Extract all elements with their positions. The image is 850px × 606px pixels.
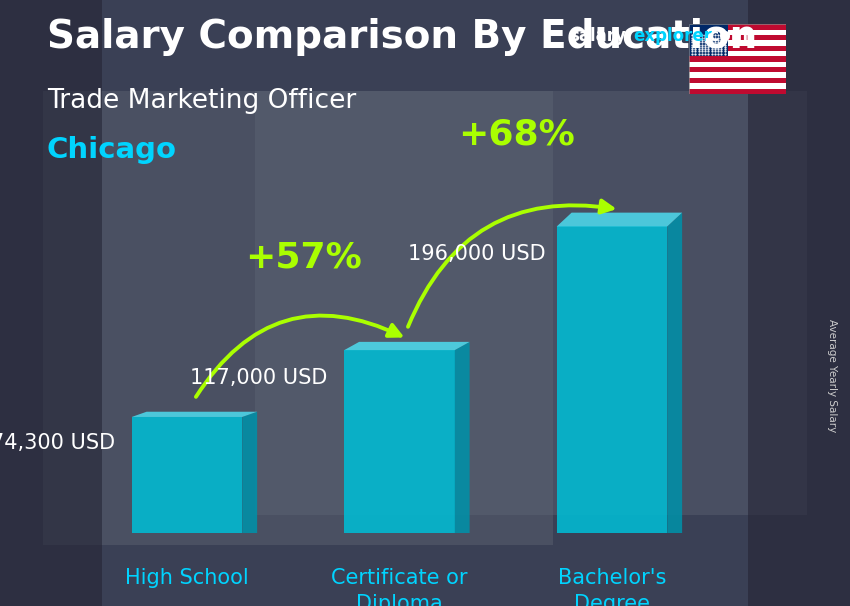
Bar	[42, 91, 552, 545]
Bar	[688, 78, 786, 83]
FancyArrowPatch shape	[196, 316, 400, 397]
Bar	[688, 30, 786, 35]
Bar	[688, 45, 786, 51]
Text: Certificate or
Diploma: Certificate or Diploma	[332, 568, 468, 606]
Text: Salary Comparison By Education: Salary Comparison By Education	[47, 18, 757, 56]
Polygon shape	[132, 417, 242, 533]
Bar	[255, 91, 807, 515]
Bar	[688, 83, 786, 88]
Text: Average Yearly Salary: Average Yearly Salary	[827, 319, 837, 432]
Bar	[688, 88, 786, 94]
Text: salary: salary	[570, 27, 626, 45]
Text: 117,000 USD: 117,000 USD	[190, 368, 327, 388]
Polygon shape	[242, 411, 257, 533]
Text: explorer: explorer	[633, 27, 712, 45]
Text: 74,300 USD: 74,300 USD	[0, 433, 115, 453]
Text: Bachelor's
Degree: Bachelor's Degree	[558, 568, 666, 606]
Bar	[688, 35, 786, 41]
Text: Chicago: Chicago	[47, 136, 177, 164]
Polygon shape	[344, 342, 469, 350]
Text: High School: High School	[125, 568, 249, 588]
Polygon shape	[344, 350, 455, 533]
Bar	[688, 67, 786, 73]
Bar	[688, 73, 786, 78]
Polygon shape	[455, 342, 469, 533]
Text: Trade Marketing Officer: Trade Marketing Officer	[47, 88, 356, 114]
Bar	[748, 0, 850, 606]
Polygon shape	[132, 411, 257, 417]
Text: 196,000 USD: 196,000 USD	[409, 244, 546, 264]
Bar	[0, 0, 102, 606]
Polygon shape	[557, 213, 682, 227]
FancyArrowPatch shape	[408, 201, 612, 327]
Bar	[688, 62, 786, 67]
Polygon shape	[557, 227, 667, 533]
Bar	[688, 56, 786, 62]
Polygon shape	[667, 213, 682, 533]
Bar	[688, 24, 786, 30]
Bar	[688, 41, 786, 45]
Text: +57%: +57%	[246, 241, 362, 275]
Bar	[688, 51, 786, 56]
Text: .com: .com	[703, 27, 748, 45]
Text: +68%: +68%	[458, 118, 575, 152]
Bar	[688, 24, 728, 56]
